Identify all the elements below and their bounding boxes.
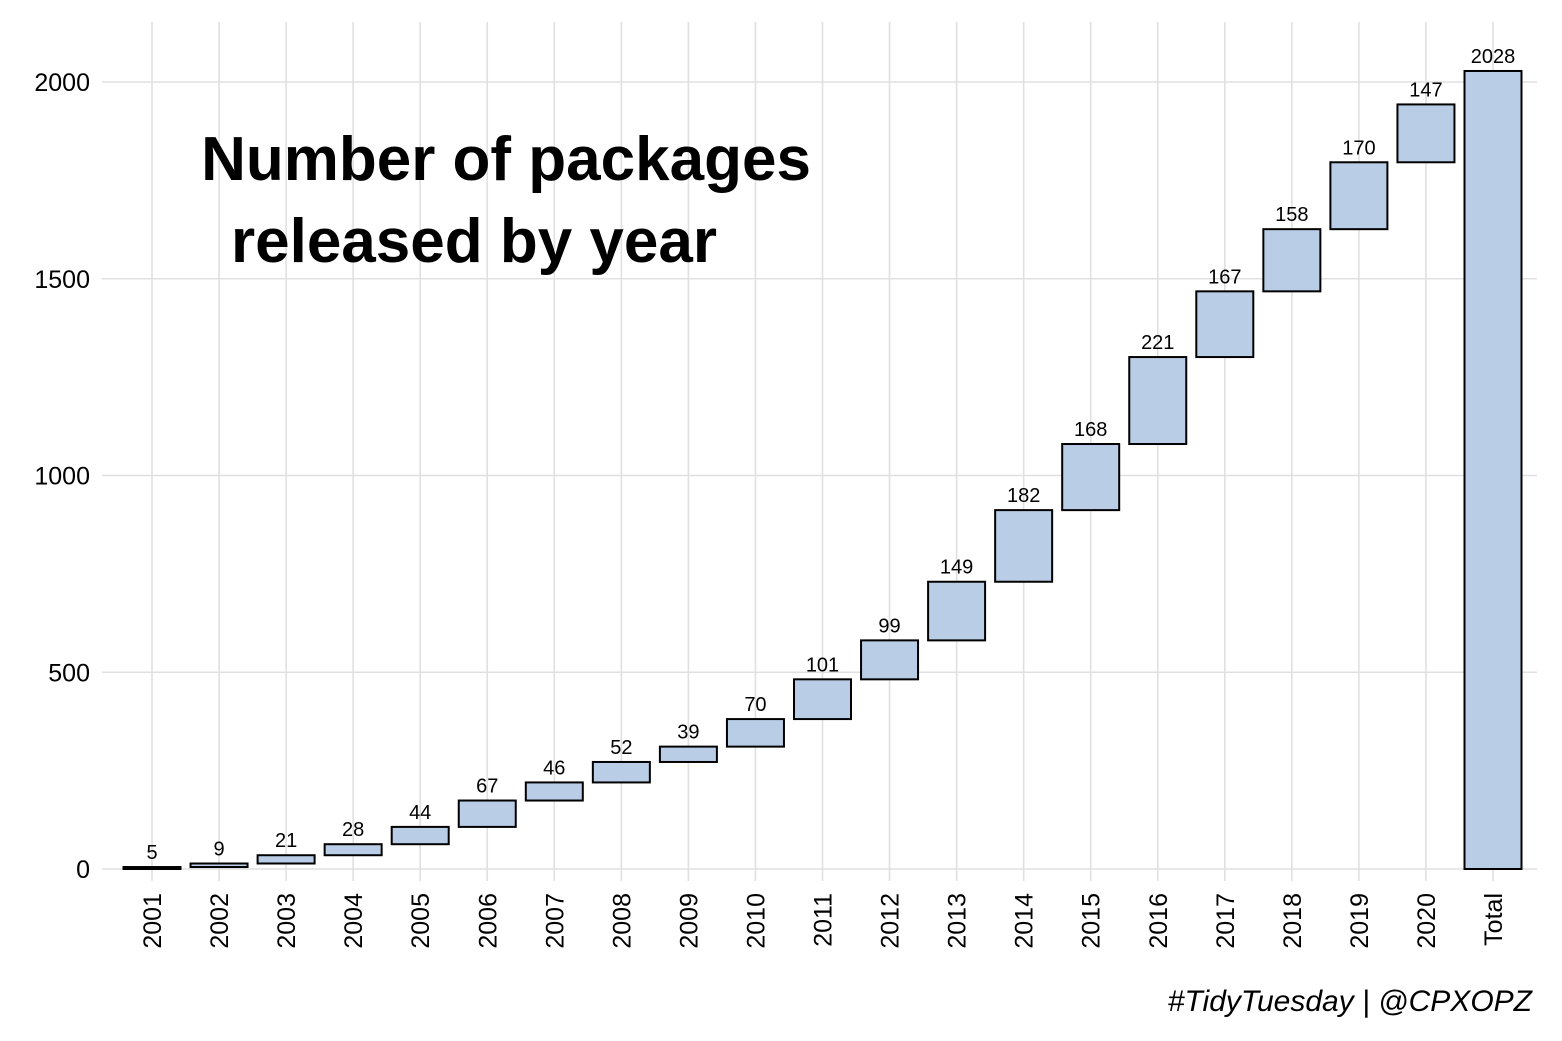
data-label-2003: 21: [275, 830, 297, 852]
x-tick-label-2010: 2010: [742, 893, 770, 949]
x-tick-label-2001: 2001: [139, 893, 167, 949]
data-label-2015: 168: [1074, 419, 1107, 441]
y-tick-label: 1000: [34, 463, 90, 491]
data-label-2019: 170: [1342, 137, 1375, 159]
x-tick-label-2020: 2020: [1413, 893, 1441, 949]
x-tick-label-2016: 2016: [1145, 893, 1173, 949]
data-label-total: 2028: [1471, 46, 1516, 68]
x-tick-label-2011: 2011: [810, 893, 838, 947]
data-label-2013: 149: [940, 557, 973, 579]
x-tick-label-2015: 2015: [1078, 893, 1106, 949]
x-tick-label-2017: 2017: [1212, 893, 1240, 949]
chart-title-line-2: released by year: [231, 207, 717, 276]
data-label-2008: 52: [610, 737, 632, 759]
y-axis-ticks: 0 500 1000 1500 2000: [34, 69, 90, 884]
data-label-2011: 101: [806, 654, 839, 676]
data-label-2007: 46: [543, 757, 565, 779]
y-tick-label: 1500: [34, 266, 90, 294]
x-tick-label-2008: 2008: [608, 893, 636, 949]
bar-2020: [1396, 103, 1456, 164]
bar-total: [1463, 69, 1523, 871]
bar-2017: [1195, 290, 1255, 359]
data-label-2009: 39: [677, 722, 699, 744]
x-tick-label-2003: 2003: [273, 893, 301, 949]
x-tick-label-2012: 2012: [877, 893, 905, 949]
data-label-2017: 167: [1208, 266, 1241, 288]
x-tick-label-2009: 2009: [675, 893, 703, 949]
bar-2016: [1128, 356, 1188, 446]
x-axis-ticks: 2001 2002 2003 2004 2005 2006 2007 2008 2009 2010…: [139, 893, 1508, 949]
y-tick-label: 2000: [34, 69, 90, 97]
x-tick-label-2005: 2005: [407, 893, 435, 949]
bar-2009: [658, 745, 718, 763]
x-tick-label-2013: 2013: [944, 893, 972, 949]
bars: [122, 69, 1523, 871]
bar-2015: [1061, 443, 1121, 512]
data-label-2001: 5: [146, 842, 157, 864]
chart-title-line-1: Number of packages: [201, 125, 811, 194]
data-label-2014: 182: [1007, 485, 1040, 507]
data-label-2020: 147: [1409, 79, 1442, 101]
bar-2013: [927, 580, 987, 642]
bar-2014: [994, 509, 1054, 583]
bar-2011: [793, 678, 852, 721]
bar-2003: [256, 854, 316, 865]
data-label-2006: 67: [476, 776, 498, 798]
bar-2006: [457, 799, 517, 828]
bar-2005: [390, 825, 450, 846]
x-tick-label-2004: 2004: [340, 893, 368, 949]
x-tick-label-2002: 2002: [206, 893, 234, 949]
bar-2002: [189, 862, 249, 869]
data-label-2012: 99: [878, 615, 900, 637]
y-tick-label: 500: [48, 659, 90, 687]
x-tick-label-2018: 2018: [1279, 893, 1307, 949]
data-label-2005: 44: [409, 802, 431, 824]
data-label-2002: 9: [213, 838, 224, 860]
x-tick-label-2019: 2019: [1346, 893, 1374, 949]
bar-2004: [323, 843, 383, 857]
bar-2012: [860, 639, 920, 681]
data-label-2004: 28: [342, 819, 364, 841]
bar-2007: [524, 781, 584, 802]
x-tick-label-2007: 2007: [541, 893, 569, 949]
bar-2019: [1329, 161, 1389, 231]
gridlines: [102, 22, 1537, 881]
chart-caption: #TidyTuesday | @CPXOPZ: [1168, 985, 1534, 1018]
data-label-2016: 221: [1141, 332, 1174, 354]
bar-2001: [122, 866, 182, 870]
bar-2010: [725, 718, 785, 748]
bar-2008: [591, 760, 651, 784]
data-label-2010: 70: [744, 694, 766, 716]
bar-2018: [1262, 228, 1322, 293]
y-tick-label: 0: [76, 856, 90, 884]
x-tick-label-2014: 2014: [1011, 893, 1039, 949]
data-labels: 5 9 21 28 44 67 46 52 39 70 101 99 149 182 168 221 167 15…: [146, 46, 1515, 864]
data-label-2018: 158: [1275, 204, 1308, 226]
x-tick-label-total: Total: [1480, 893, 1508, 946]
x-tick-label-2006: 2006: [474, 893, 502, 949]
